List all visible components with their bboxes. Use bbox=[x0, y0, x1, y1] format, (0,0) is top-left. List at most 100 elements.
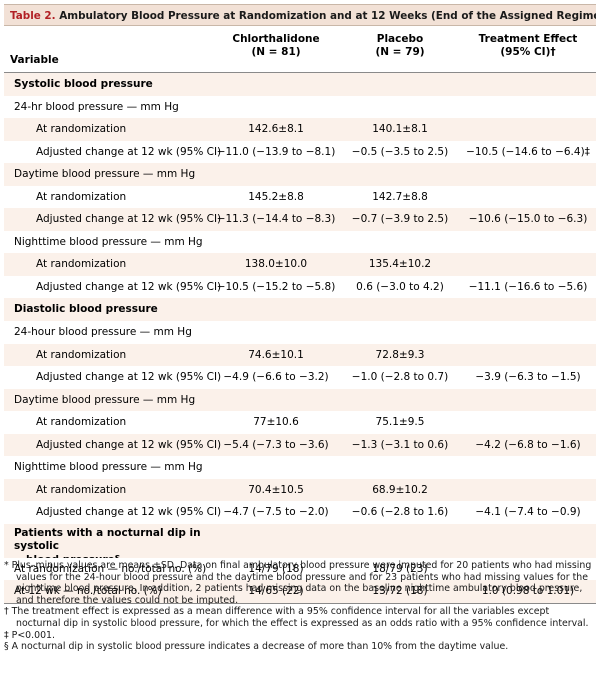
table-title: Table 2. Ambulatory Blood Pressure at Ra… bbox=[4, 4, 596, 26]
header-chlorthalidone: Chlorthalidone (N = 81) bbox=[212, 33, 340, 59]
table-row: At randomization 77±10.6 75.1±9.5 bbox=[4, 411, 596, 434]
table-row: Diastolic blood pressure bbox=[4, 298, 596, 322]
data-table: Variable Chlorthalidone (N = 81) Placebo… bbox=[4, 27, 596, 605]
row-label: Adjusted change at 12 wk (95% CI) bbox=[36, 438, 222, 451]
header-chlorthalidone-name: Chlorthalidone bbox=[232, 33, 320, 45]
cell-chlorthalidone: 77±10.6 bbox=[253, 416, 299, 429]
cell-chlorthalidone: 145.2±8.8 bbox=[248, 190, 304, 203]
header-treatment-effect-ci: (95% CI)† bbox=[500, 46, 556, 58]
table-body: Systolic blood pressure 24-hr blood press… bbox=[4, 73, 596, 605]
footnote: § A nocturnal dip in systolic blood pres… bbox=[4, 641, 509, 653]
row-label: Daytime blood pressure — mm Hg bbox=[14, 168, 196, 181]
header-placebo: Placebo (N = 79) bbox=[340, 33, 460, 59]
table-row: Adjusted change at 12 wk (95% CI) −4.9 (−… bbox=[4, 366, 596, 389]
cell-chlorthalidone: −10.5 (−15.2 to −5.8) bbox=[216, 280, 336, 293]
table-row: At 12 wk — no./total no. (%) 14/65 (22) 13… bbox=[4, 580, 596, 605]
cell-chlorthalidone: 14/65 (22) bbox=[248, 585, 304, 598]
cell-chlorthalidone: 142.6±8.1 bbox=[248, 123, 304, 136]
cell-placebo: 142.7±8.8 bbox=[372, 190, 428, 203]
table-row: Daytime blood pressure — mm Hg bbox=[4, 163, 596, 186]
row-label: At randomization — no./total no. (%) bbox=[14, 562, 207, 575]
row-label: 24-hour blood pressure — mm Hg bbox=[14, 326, 192, 339]
footnotes: * Plus–minus values are means ±SD. Data … bbox=[4, 560, 596, 653]
table-row: 24-hour blood pressure — mm Hg bbox=[4, 321, 596, 344]
cell-placebo: −0.5 (−3.5 to 2.5) bbox=[351, 145, 449, 158]
header-treatment-effect: Treatment Effect (95% CI)† bbox=[460, 33, 596, 59]
row-label: Daytime blood pressure — mm Hg bbox=[14, 393, 196, 406]
cell-treatment-effect: −3.9 (−6.3 to −1.5) bbox=[475, 371, 581, 384]
cell-treatment-effect: −10.5 (−14.6 to −6.4)‡ bbox=[466, 145, 590, 158]
table-row: Systolic blood pressure bbox=[4, 73, 596, 96]
cell-placebo: −0.6 (−2.8 to 1.6) bbox=[351, 506, 449, 519]
cell-placebo: 68.9±10.2 bbox=[372, 483, 428, 496]
table-row: Adjusted change at 12 wk (95% CI) −11.3 (… bbox=[4, 208, 596, 231]
cell-treatment-effect: −11.1 (−16.6 to −5.6) bbox=[468, 280, 588, 293]
row-label: At randomization bbox=[36, 416, 127, 429]
table-row: At randomization 74.6±10.1 72.8±9.3 bbox=[4, 343, 596, 367]
header-variable: Variable bbox=[10, 54, 59, 66]
table-row: Adjusted change at 12 wk (95% CI) −4.7 (−… bbox=[4, 501, 596, 524]
cell-chlorthalidone: −11.3 (−14.4 to −8.3) bbox=[216, 213, 336, 226]
table-row: 24-hr blood pressure — mm Hg bbox=[4, 95, 596, 119]
cell-placebo: −1.0 (−2.8 to 0.7) bbox=[351, 371, 449, 384]
cell-chlorthalidone: 74.6±10.1 bbox=[248, 348, 304, 361]
row-label: At 12 wk — no./total no. (%) bbox=[14, 585, 162, 598]
cell-placebo: 0.6 (−3.0 to 4.2) bbox=[356, 280, 444, 293]
header-treatment-effect-name: Treatment Effect bbox=[478, 33, 578, 45]
header-placebo-n: (N = 79) bbox=[375, 46, 425, 58]
table-row: Adjusted change at 12 wk (95% CI) −10.5 (… bbox=[4, 275, 596, 299]
table-number: Table 2. bbox=[10, 10, 56, 22]
row-label: Adjusted change at 12 wk (95% CI) bbox=[36, 506, 222, 519]
cell-placebo: 13/72 (18) bbox=[372, 585, 428, 598]
row-label: Systolic blood pressure bbox=[14, 78, 153, 90]
table-row: Daytime blood pressure — mm Hg bbox=[4, 388, 596, 412]
cell-placebo: 135.4±10.2 bbox=[368, 258, 432, 271]
table-header: Variable Chlorthalidone (N = 81) Placebo… bbox=[4, 27, 596, 73]
cell-chlorthalidone: 14/79 (18) bbox=[248, 562, 304, 575]
row-label: At randomization bbox=[36, 190, 127, 203]
table-row: At randomization 70.4±10.5 68.9±10.2 bbox=[4, 478, 596, 502]
cell-placebo: 72.8±9.3 bbox=[375, 348, 425, 361]
table-title-text: Ambulatory Blood Pressure at Randomizati… bbox=[55, 10, 596, 22]
row-label: Adjusted change at 12 wk (95% CI) bbox=[36, 280, 222, 293]
header-chlorthalidone-n: (N = 81) bbox=[251, 46, 301, 58]
row-label-line1: Patients with a nocturnal dip in systoli… bbox=[14, 526, 201, 553]
table-row: Nighttime blood pressure — mm Hg bbox=[4, 456, 596, 479]
table-row: At randomization 142.6±8.1 140.1±8.1 bbox=[4, 118, 596, 141]
table-row: At randomization — no./total no. (%) 14/7… bbox=[4, 557, 596, 581]
cell-treatment-effect: 1.0 (0.98 to 1.01) bbox=[481, 585, 575, 598]
cell-treatment-effect: −4.1 (−7.4 to −0.9) bbox=[475, 506, 581, 519]
table-row: Adjusted change at 12 wk (95% CI) −5.4 (−… bbox=[4, 433, 596, 457]
row-label: Diastolic blood pressure bbox=[14, 303, 158, 316]
footnote: † The treatment effect is expressed as a… bbox=[4, 606, 589, 629]
cell-chlorthalidone: −4.7 (−7.5 to −2.0) bbox=[223, 506, 329, 519]
table-row: Nighttime blood pressure — mm Hg bbox=[4, 230, 596, 254]
row-label: At randomization bbox=[36, 258, 127, 271]
row-label: At randomization bbox=[36, 123, 127, 136]
cell-placebo: 75.1±9.5 bbox=[375, 416, 425, 429]
table-row: Adjusted change at 12 wk (95% CI) −11.0 (… bbox=[4, 140, 596, 164]
row-label: At randomization bbox=[36, 348, 127, 361]
cell-treatment-effect: −10.6 (−15.0 to −6.3) bbox=[468, 213, 588, 226]
table-row: At randomization 145.2±8.8 142.7±8.8 bbox=[4, 185, 596, 209]
row-label: Nighttime blood pressure — mm Hg bbox=[14, 235, 203, 248]
table-row: Patients with a nocturnal dip in systoli… bbox=[4, 523, 596, 566]
table-row: At randomization 138.0±10.0 135.4±10.2 bbox=[4, 253, 596, 276]
header-placebo-name: Placebo bbox=[376, 33, 424, 45]
cell-placebo: 18/79 (23) bbox=[372, 562, 428, 575]
cell-chlorthalidone: −5.4 (−7.3 to −3.6) bbox=[223, 438, 329, 451]
cell-treatment-effect: −4.2 (−6.8 to −1.6) bbox=[475, 438, 581, 451]
footnote: ‡ P<0.001. bbox=[4, 629, 55, 641]
cell-chlorthalidone: −11.0 (−13.9 to −8.1) bbox=[216, 145, 336, 158]
row-label: Nighttime blood pressure — mm Hg bbox=[14, 461, 203, 474]
row-label: 24-hr blood pressure — mm Hg bbox=[14, 100, 179, 113]
cell-placebo: −0.7 (−3.9 to 2.5) bbox=[351, 213, 449, 226]
row-label: At randomization bbox=[36, 483, 127, 496]
footnote: * Plus–minus values are means ±SD. Data … bbox=[4, 560, 592, 606]
row-label: Adjusted change at 12 wk (95% CI) bbox=[36, 145, 222, 158]
cell-placebo: −1.3 (−3.1 to 0.6) bbox=[351, 438, 449, 451]
cell-chlorthalidone: 138.0±10.0 bbox=[244, 258, 308, 271]
cell-chlorthalidone: −4.9 (−6.6 to −3.2) bbox=[223, 371, 329, 384]
cell-placebo: 140.1±8.1 bbox=[372, 123, 428, 136]
